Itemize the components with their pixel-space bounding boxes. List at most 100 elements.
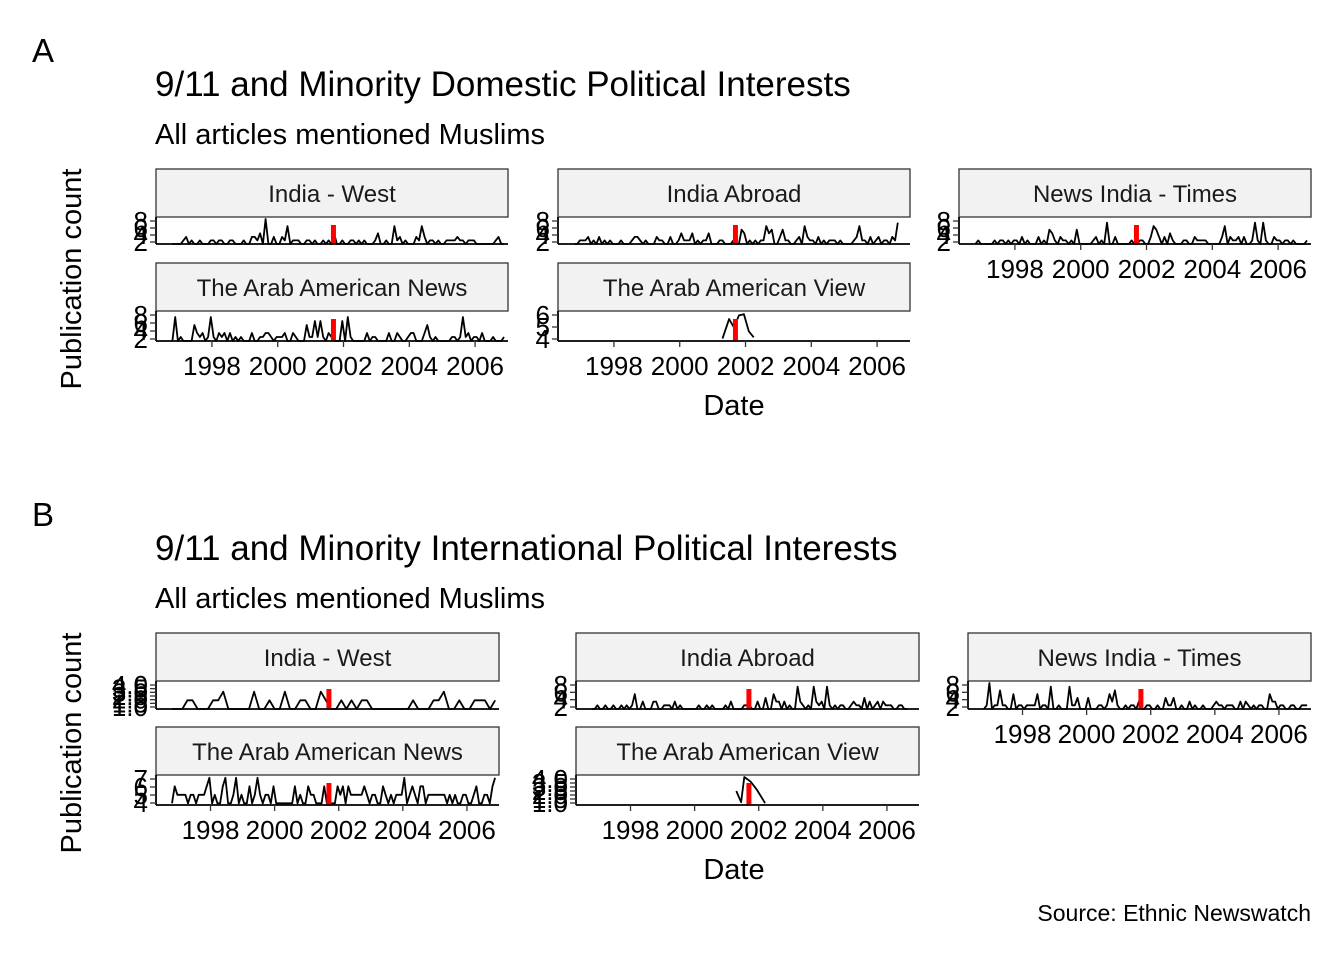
facet-strip-label: India - West	[264, 645, 392, 672]
event-marker	[326, 783, 332, 805]
event-marker	[746, 783, 752, 805]
chart-title-b: 9/11 and Minority International Politica…	[155, 529, 898, 568]
facet-strip-label: The Arab American News	[192, 739, 463, 766]
x-tick-label: 2006	[446, 351, 504, 381]
y-tick-label: 2.5	[532, 776, 568, 806]
facet-strip	[575, 632, 920, 682]
y-tick-label: 2.0	[532, 780, 568, 810]
facet-strip	[967, 632, 1312, 682]
x-tick-label: 2002	[315, 351, 373, 381]
event-marker	[746, 689, 752, 709]
y-tick-label: 2	[946, 692, 960, 722]
facet-strip-label: The Arab American View	[616, 739, 879, 766]
x-tick-label: 2002	[730, 815, 788, 845]
y-tick-label: 1.5	[112, 688, 148, 718]
x-tick-label: 2000	[666, 815, 724, 845]
chart-subtitle-a: All articles mentioned Muslims	[155, 119, 545, 151]
y-tick-label: 8	[937, 206, 951, 236]
facet-panel: India - West 1.01.52.02.53.03.54.0	[112, 632, 500, 722]
y-tick-label: 3.0	[532, 772, 568, 802]
x-tick-label: 2000	[1058, 719, 1116, 749]
x-tick-label: 2004	[380, 351, 438, 381]
x-tick-label: 2004	[782, 351, 840, 381]
series-line	[735, 776, 766, 804]
chart-subtitle-b: All articles mentioned Muslims	[155, 583, 545, 615]
y-tick-label: 4	[536, 220, 550, 250]
y-tick-label: 6	[134, 772, 148, 802]
y-tick-label: 6	[937, 213, 951, 243]
facet-strip	[155, 726, 500, 776]
event-marker	[732, 225, 738, 244]
x-tick-label: 2000	[249, 351, 307, 381]
x-tick-label: 2006	[858, 815, 916, 845]
x-tick-label: 1998	[994, 719, 1052, 749]
x-axis-title-b: Date	[703, 854, 764, 886]
series-line	[172, 690, 496, 710]
y-tick-label: 6	[536, 213, 550, 243]
x-tick-label: 2004	[1186, 719, 1244, 749]
facet-strip	[557, 168, 911, 218]
event-marker	[330, 225, 336, 244]
x-tick-label: 2000	[651, 351, 709, 381]
y-axis-title-a: Publication count	[56, 169, 88, 390]
y-tick-label: 4	[946, 685, 960, 715]
x-tick-label: 2000	[246, 815, 304, 845]
x-tick-label: 2006	[848, 351, 906, 381]
x-tick-label: 1998	[182, 815, 240, 845]
facet-strip	[575, 726, 920, 776]
series-line	[721, 313, 755, 339]
facet-strip-label: News India - Times	[1033, 181, 1237, 208]
x-tick-label: 1998	[585, 351, 643, 381]
y-axis-title-b: Publication count	[56, 633, 88, 854]
x-tick-label: 2006	[438, 815, 496, 845]
panel-tag-a: A	[32, 32, 54, 69]
x-tick-label: 2000	[1052, 254, 1110, 284]
facet-strip	[155, 262, 509, 312]
x-tick-label: 2004	[374, 815, 432, 845]
y-tick-label: 2	[937, 227, 951, 257]
y-tick-label: 6	[946, 677, 960, 707]
y-tick-label: 5	[536, 312, 550, 342]
y-tick-label: 4	[134, 788, 148, 818]
y-tick-label: 1.0	[532, 788, 568, 818]
x-tick-label: 2006	[1250, 719, 1308, 749]
facet-strip	[155, 168, 509, 218]
y-tick-label: 4.0	[112, 670, 148, 700]
facet-strip	[155, 632, 500, 682]
y-tick-label: 6	[554, 677, 568, 707]
source-caption: Source: Ethnic Newswatch	[1037, 900, 1311, 926]
facet-strip	[958, 168, 1312, 218]
facet-strip-label: The Arab American View	[603, 275, 866, 302]
event-marker	[330, 319, 336, 341]
facet-strip-label: India Abroad	[667, 181, 802, 208]
x-tick-label: 1998	[986, 254, 1044, 284]
event-marker	[732, 319, 738, 341]
x-axis-title-a: Date	[703, 390, 764, 422]
facet-strip-label: News India - Times	[1037, 645, 1241, 672]
facet-strip-label: India - West	[268, 181, 396, 208]
y-tick-label: 2	[134, 324, 148, 354]
x-tick-label: 2002	[310, 815, 368, 845]
y-tick-label: 8	[946, 670, 960, 700]
event-marker	[1133, 225, 1139, 244]
y-tick-label: 4	[937, 220, 951, 250]
y-tick-label: 6	[134, 213, 148, 243]
y-tick-label: 3.0	[112, 677, 148, 707]
y-tick-label: 2.5	[112, 681, 148, 711]
facet-strip-label: The Arab American News	[197, 275, 468, 302]
y-tick-label: 2	[134, 227, 148, 257]
y-tick-label: 8	[134, 206, 148, 236]
y-tick-label: 7	[134, 764, 148, 794]
y-tick-label: 8	[134, 300, 148, 330]
y-tick-label: 8	[536, 206, 550, 236]
y-tick-label: 1.0	[112, 692, 148, 722]
x-tick-label: 2002	[1118, 254, 1176, 284]
x-tick-label: 1998	[183, 351, 241, 381]
